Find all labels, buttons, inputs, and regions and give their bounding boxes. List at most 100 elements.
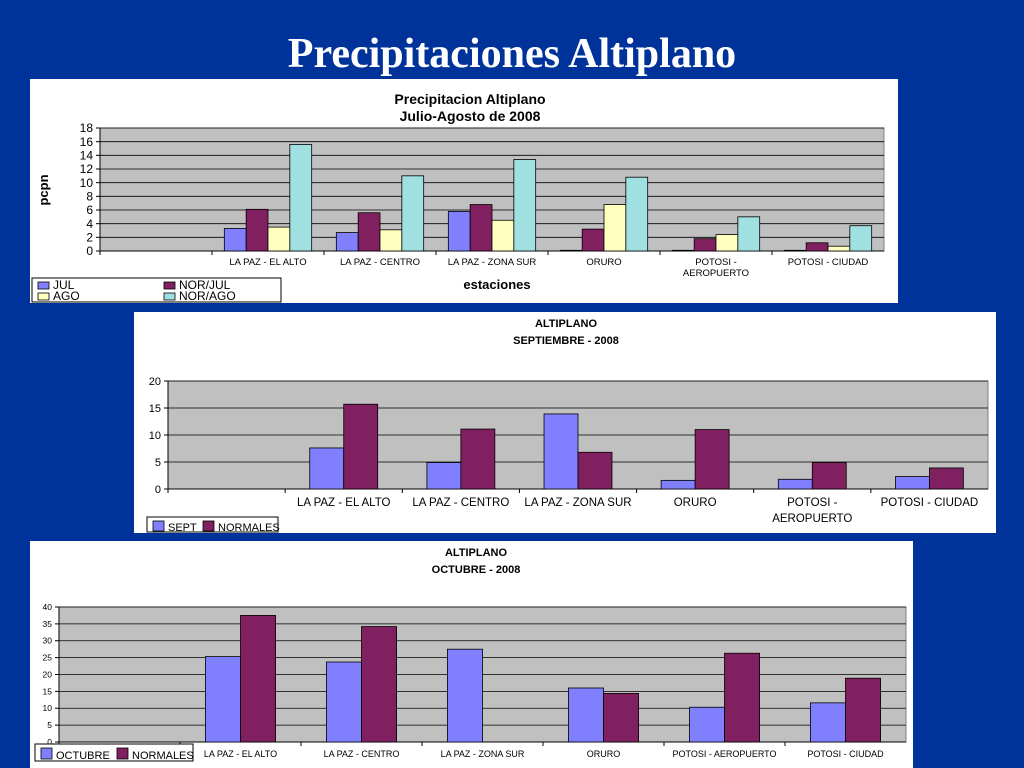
- x-category-label: LA PAZ - CENTRO: [324, 749, 400, 759]
- chart-subtitle: Julio-Agosto de 2008: [400, 108, 541, 124]
- x-category-label: POTOSI -: [787, 497, 837, 509]
- legend: [31, 277, 282, 303]
- x-category-label: LA PAZ - EL ALTO: [297, 497, 391, 509]
- legend-label: JUL: [53, 278, 75, 292]
- x-category-label: LA PAZ - CENTRO: [340, 257, 420, 268]
- y-tick-label: 12: [80, 162, 94, 176]
- bar-octubre: [689, 706, 725, 743]
- chart-subtitle: OCTUBRE - 2008: [432, 564, 521, 576]
- bar-normales: [603, 692, 639, 743]
- x-category-label: POTOSI - CIUDAD: [807, 749, 884, 759]
- bar-ago: [827, 245, 851, 252]
- bar-nor-ago: [513, 159, 537, 252]
- y-tick-label: 6: [86, 203, 93, 217]
- x-category-label: ORURO: [586, 257, 621, 268]
- x-category-label: POTOSI - CIUDAD: [881, 497, 979, 509]
- x-category-label: AEROPUERTO: [772, 513, 852, 525]
- x-category-label: LA PAZ - CENTRO: [412, 497, 509, 509]
- bar-sept: [895, 476, 930, 490]
- x-category-label: LA PAZ - ZONA SUR: [524, 497, 631, 509]
- x-category-label: LA PAZ - ZONA SUR: [441, 749, 525, 759]
- legend-label: NOR/JUL: [179, 278, 231, 292]
- bar-normales: [460, 428, 496, 490]
- y-tick-label: 0: [47, 737, 52, 747]
- bar-nor-ago: [401, 175, 425, 252]
- y-tick-label: 25: [43, 653, 53, 663]
- chart-subtitle: SEPTIEMBRE - 2008: [513, 335, 619, 347]
- bar-jul: [783, 249, 807, 252]
- bar-nor-ago: [737, 216, 761, 252]
- x-axis-label: estaciones: [463, 277, 530, 292]
- legend-swatch: [163, 281, 176, 290]
- bar-nor-jul: [805, 242, 829, 252]
- bar-nor-jul: [693, 238, 717, 252]
- bar-jul: [335, 232, 359, 252]
- bar-ago: [603, 204, 627, 252]
- x-category-label: LA PAZ - ZONA SUR: [448, 257, 537, 268]
- x-category-label: POTOSI - AEROPUERTO: [672, 749, 776, 759]
- bar-nor-ago: [289, 144, 313, 252]
- y-tick-label: 15: [43, 686, 53, 696]
- legend-label: NORMALES: [218, 522, 280, 533]
- bar-octubre: [326, 661, 362, 743]
- bar-nor-ago: [625, 176, 649, 252]
- y-tick-label: 0: [86, 244, 93, 258]
- bar-ago: [379, 229, 403, 252]
- y-axis-label: pcpn: [36, 174, 51, 205]
- bar-jul: [559, 249, 583, 252]
- legend-swatch: [152, 520, 165, 532]
- x-category-label: LA PAZ - EL ALTO: [229, 257, 306, 268]
- chart-panel-jul-ago: Precipitacion Altiplano Julio-Agosto de 2…: [30, 79, 898, 303]
- legend-swatch: [202, 520, 215, 532]
- legend: [34, 743, 194, 762]
- chart-panel-septiembre: ALTIPLANO SEPTIEMBRE - 2008 0 5 10 15 20 LA PAZ…: [134, 312, 996, 533]
- chart-septiembre: ALTIPLANO SEPTIEMBRE - 2008 0 5 10 15 20 LA PAZ…: [146, 318, 989, 533]
- bar-jul: [447, 210, 471, 252]
- bar-nor-ago: [849, 225, 873, 252]
- bar-normales: [361, 626, 397, 743]
- bar-normales: [694, 429, 730, 490]
- y-tick-label: 4: [86, 217, 93, 231]
- y-tick-label: 16: [80, 135, 94, 149]
- y-tick-label: 14: [80, 149, 94, 163]
- y-tick-label: 5: [155, 457, 161, 469]
- legend-swatch: [37, 292, 50, 301]
- legend-label: NORMALES: [132, 750, 194, 762]
- legend-swatch: [40, 747, 53, 760]
- bar-normales: [240, 615, 276, 743]
- y-tick-label: 30: [43, 636, 53, 646]
- legend-label: AGO: [53, 289, 80, 303]
- bar-normales: [343, 403, 379, 490]
- bar-nor-jul: [245, 208, 269, 252]
- legend-swatch: [116, 747, 129, 760]
- x-category-label: ORURO: [674, 497, 717, 509]
- bar-sept: [309, 447, 345, 490]
- bar-ago: [715, 234, 739, 252]
- chart-octubre: ALTIPLANO OCTUBRE - 2008 0 5 10 15 20 25 30 35 40 L…: [34, 547, 907, 762]
- x-category-label: ORURO: [587, 749, 621, 759]
- legend-label: OCTUBRE: [56, 750, 110, 762]
- chart-title: ALTIPLANO: [535, 318, 598, 330]
- chart-title: ALTIPLANO: [445, 547, 508, 559]
- bar-ago: [491, 219, 515, 252]
- y-tick-label: 10: [43, 703, 53, 713]
- bar-jul: [223, 228, 247, 252]
- y-tick-label: 15: [149, 403, 161, 415]
- y-tick-label: 20: [149, 376, 161, 388]
- slide-title: Precipitaciones Altiplano: [287, 31, 737, 77]
- bar-octubre: [205, 656, 241, 743]
- bar-jul: [671, 249, 695, 252]
- y-tick-label: 8: [86, 190, 93, 204]
- y-tick-label: 18: [80, 121, 94, 135]
- bar-normales: [724, 652, 760, 743]
- legend-swatch: [37, 281, 50, 290]
- y-tick-label: 10: [149, 430, 161, 442]
- bar-octubre: [810, 702, 846, 743]
- y-tick-label: 2: [86, 231, 93, 245]
- x-category-label: POTOSI - CIUDAD: [788, 257, 869, 268]
- chart-panel-octubre: ALTIPLANO OCTUBRE - 2008 0 5 10 15 20 25 30 35 40 L…: [30, 541, 913, 768]
- x-category-label: AEROPUERTO: [683, 268, 749, 279]
- y-tick-label: 5: [47, 720, 52, 730]
- bar-nor-jul: [581, 228, 605, 252]
